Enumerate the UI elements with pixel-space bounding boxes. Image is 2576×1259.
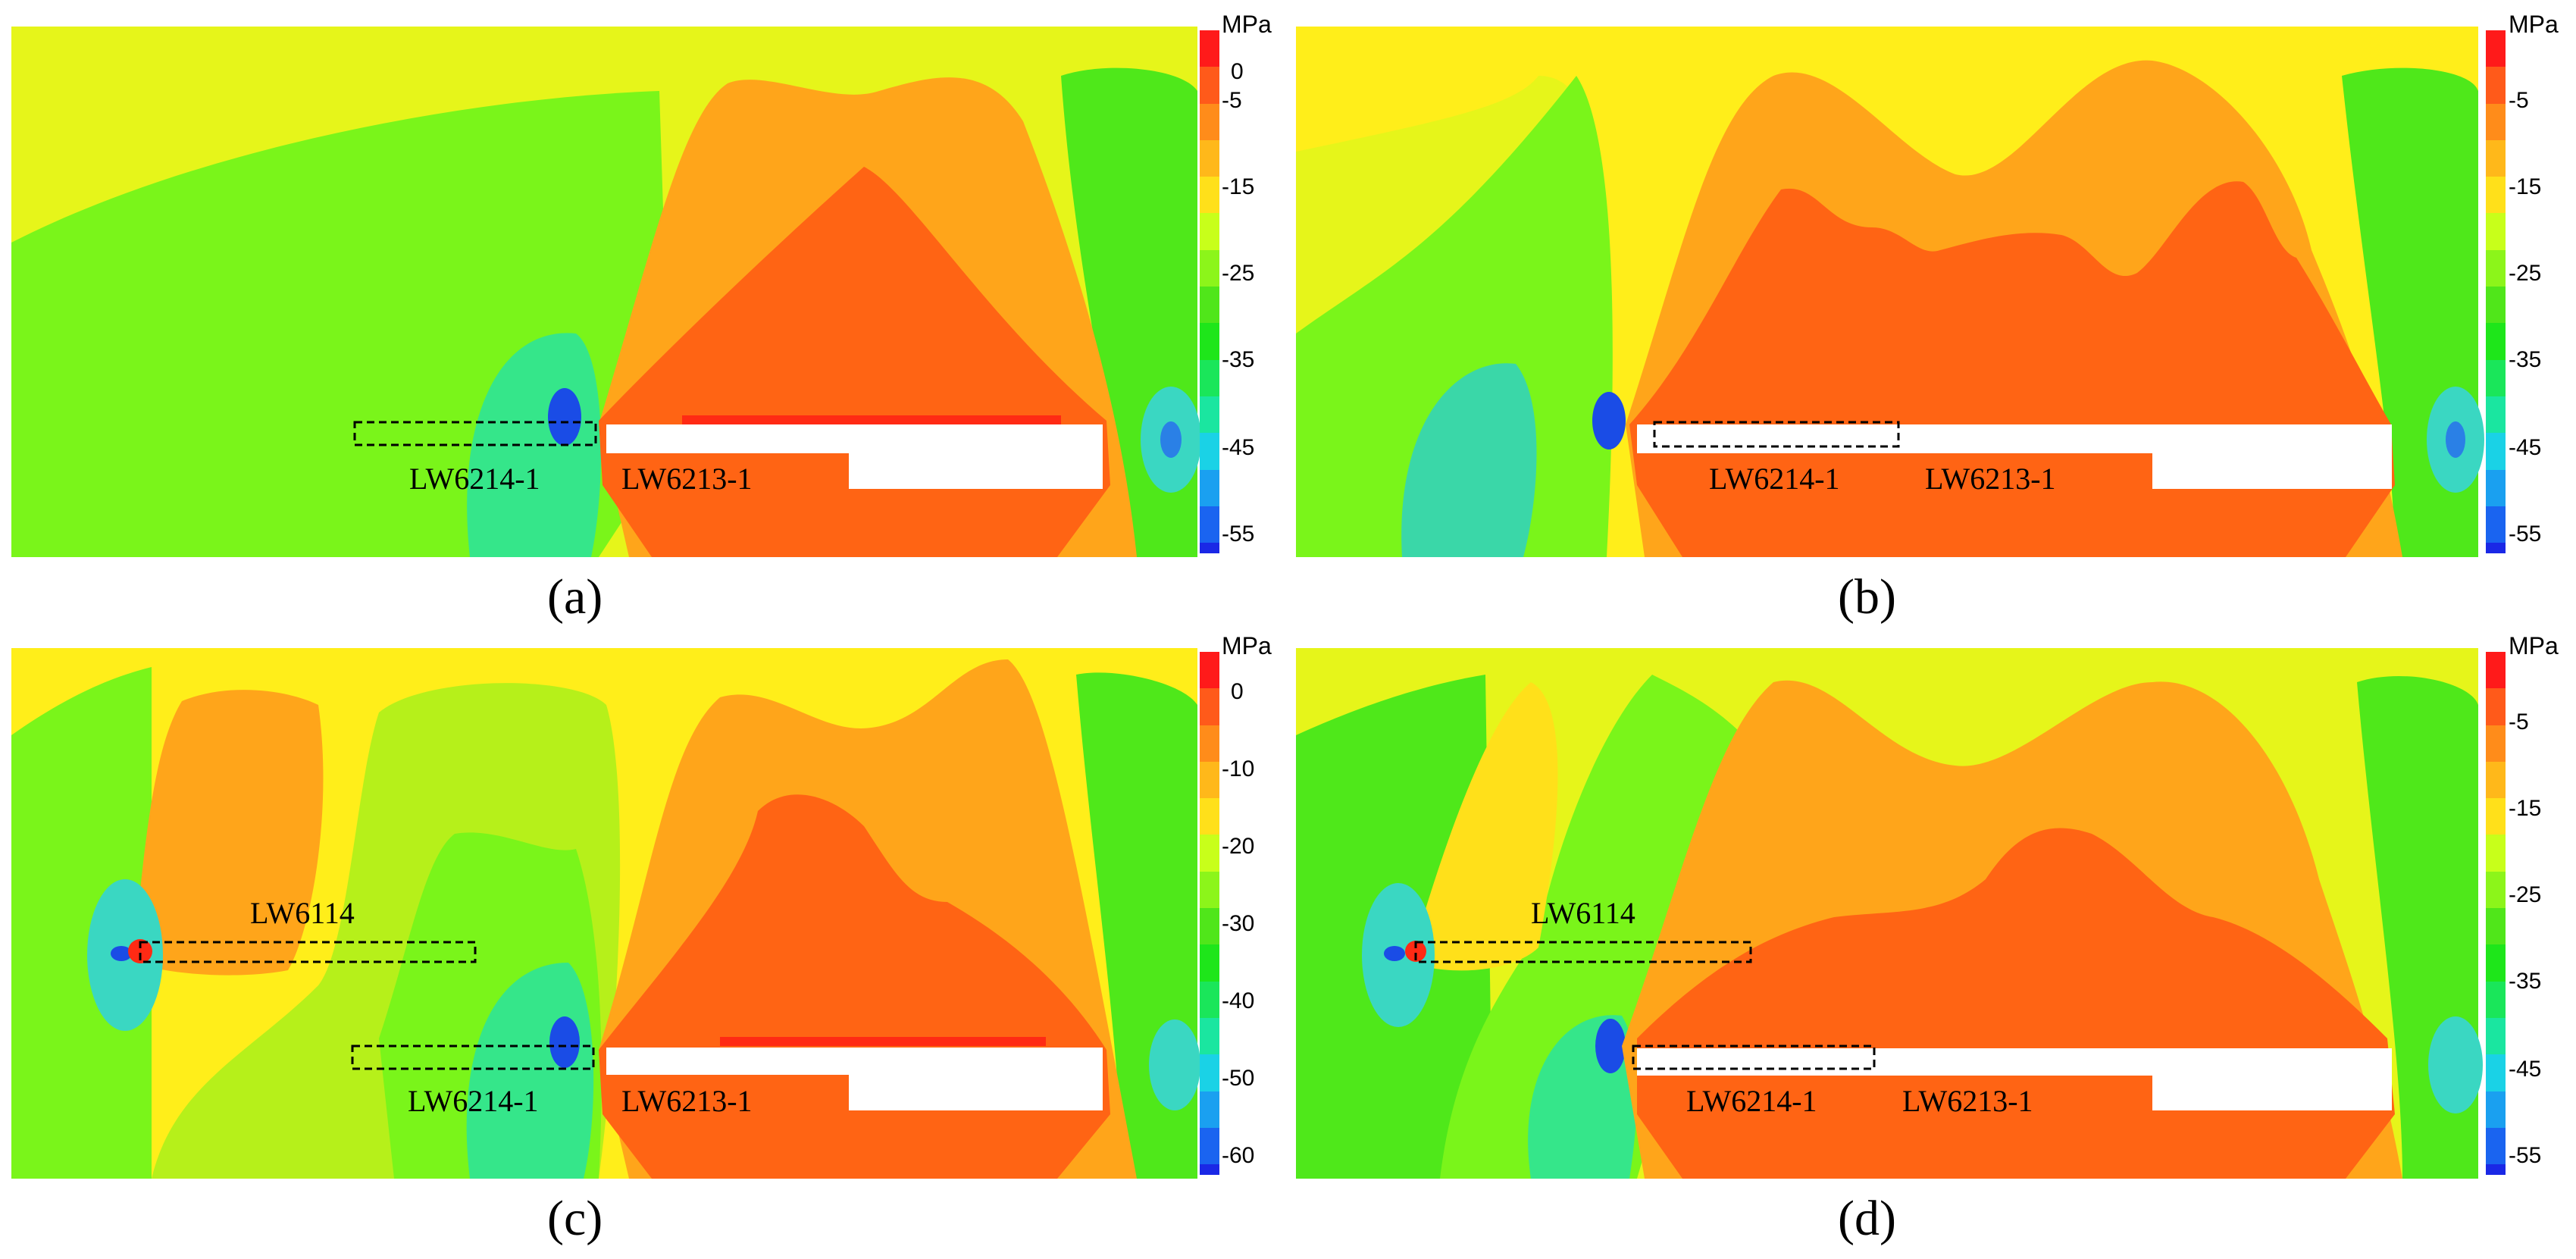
caption-a: (a) [547,569,603,625]
contour-blue-peak-left [548,388,581,446]
contour-blue-peak-lw6114 [1384,946,1405,961]
caption-d: (d) [1838,1191,1896,1246]
contour-orange-zone-left [133,690,324,976]
colorbar-tick: 0 [1231,679,1244,704]
colorbar-tick: -40 [1222,988,1255,1013]
panel-label-lw6213-1: LW6213-1 [1902,1084,2033,1118]
goaf-void-lower [849,447,1103,489]
contour-red-peak-lw6114 [1405,941,1426,962]
colorbar-tick: -30 [1222,911,1255,936]
colorbar-unit: MPa [1222,11,1272,38]
colorbar [1200,30,1219,553]
panel-outline-lw6214-1 [351,1044,595,1070]
contour-blue-peak-left [1592,392,1626,449]
panel-label-lw6214-1: LW6214-1 [408,1084,539,1118]
panel-outline-lw6214-1 [353,421,597,446]
contour-yellow-stripe-left [1410,682,1558,971]
colorbar-tick: -15 [2509,796,2542,821]
panel-outline-lw6214-1 [1653,421,1900,448]
colorbar-tick: -25 [1222,261,1255,286]
colorbar-tick: -45 [2509,1057,2542,1082]
colorbar-tick: -55 [1222,521,1255,547]
colorbar-tick: -25 [2509,261,2542,286]
stress-contour-map [1296,648,2483,1179]
colorbar-tick: -20 [1222,834,1255,859]
panel-label-lw6213-1: LW6213-1 [621,1084,753,1118]
colorbar [2486,30,2506,553]
panel-a: MPa 0 -5 -15 -25 -35 -45 -55 LW6214-1 LW… [0,0,1288,629]
colorbar-tick: -35 [1222,347,1255,372]
colorbar-tick: -10 [1222,756,1255,781]
contour-blue-peak-left [1595,1019,1626,1073]
panel-label-lw6114: LW6114 [1531,896,1635,930]
panel-label-lw6214-1: LW6214-1 [409,462,540,496]
panel-c: MPa 0 -10 -20 -30 -40 -50 -60 LW6114 LW6… [0,629,1288,1258]
colorbar-tick: -55 [2509,1143,2542,1168]
contour-cyan-zone-right [1149,1019,1200,1110]
colorbar-tick: 0 [1231,59,1244,84]
goaf-void-lower [849,1069,1103,1110]
contour-blue-peak-right [2446,421,2465,458]
colorbar [2486,652,2506,1175]
colorbar-tick: -50 [1222,1066,1255,1091]
contour-blue-peak-left [549,1016,580,1068]
stress-contour-map [1296,27,2484,557]
colorbar-tick: -5 [2509,709,2529,734]
stress-contour-map [11,27,1201,558]
panel-b: MPa -5 -15 -25 -35 -45 -55 LW6214-1 LW62… [1288,0,2576,629]
colorbar-tick: -60 [1222,1143,1255,1168]
contour-blue-peak-right [1160,421,1182,458]
panel-label-lw6214-1: LW6214-1 [1686,1084,1817,1118]
caption-b: (b) [1838,569,1896,625]
goaf-void-lower [2152,1069,2392,1110]
contour-cyan-zone-left [466,963,594,1179]
colorbar-unit: MPa [1222,632,1272,659]
colorbar-tick: -55 [2509,521,2542,547]
goaf-void-lower [2152,447,2392,489]
colorbar-tick: -45 [2509,435,2542,460]
colorbar-tick: -5 [1222,88,1242,113]
panel-outline-lw6114 [139,941,477,963]
contour-cyan-zone-left [1401,363,1537,557]
contour-blue-peak-lw6114 [111,946,132,961]
colorbar-tick: -5 [2509,88,2529,113]
caption-c: (c) [547,1191,603,1246]
panel-label-lw6114: LW6114 [250,896,355,930]
colorbar-tick: -25 [2509,882,2542,907]
colorbar-tick: -35 [2509,347,2542,372]
contour-green-zone-far-left [11,667,152,1179]
stress-contour-map [11,648,1200,1179]
colorbar-tick: -15 [1222,174,1255,199]
colorbar-tick: -45 [1222,435,1255,460]
colorbar [1200,652,1219,1175]
colorbar-unit: MPa [2509,11,2559,38]
contour-red-strip [720,1037,1046,1046]
panel-outline-lw6214-1 [1632,1044,1876,1070]
panel-d: MPa -5 -15 -25 -35 -45 -55 LW6114 LW6214… [1288,629,2576,1258]
contour-cyan-zone-right [2428,1016,2483,1113]
colorbar-unit: MPa [2509,632,2559,659]
panel-label-lw6213-1: LW6213-1 [1925,462,2056,496]
contour-red-strip [682,415,1061,424]
contour-red-peak-lw6114 [128,939,152,963]
colorbar-tick: -35 [2509,969,2542,994]
panel-label-lw6213-1: LW6213-1 [621,462,753,496]
panel-outline-lw6114 [1414,941,1752,963]
colorbar-tick: -15 [2509,174,2542,199]
panel-label-lw6214-1: LW6214-1 [1709,462,1840,496]
